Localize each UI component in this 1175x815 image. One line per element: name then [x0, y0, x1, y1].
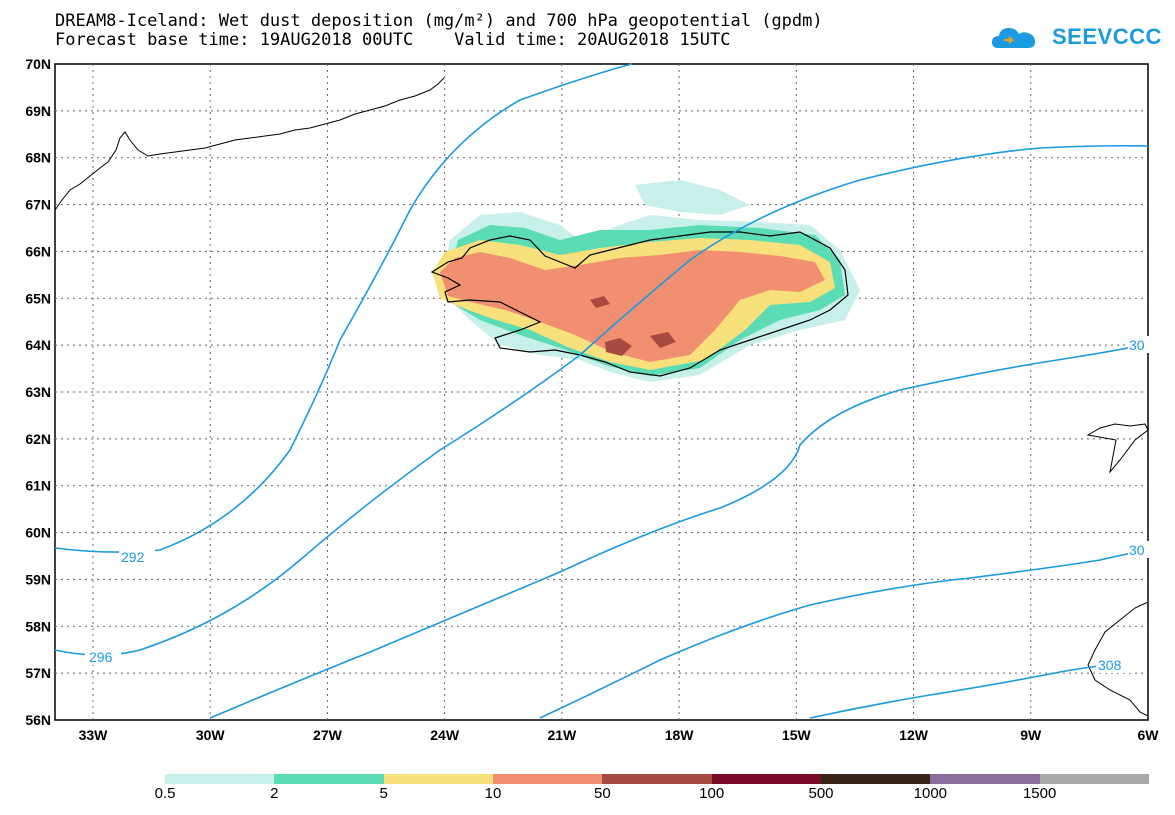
legend-tick-label: 1500	[1022, 785, 1057, 802]
legend-color-bin	[383, 774, 494, 784]
legend-color-bin	[165, 774, 275, 784]
legend-tick-label: 100	[699, 785, 725, 802]
latitude-label: 68N	[25, 150, 51, 166]
latitude-label: 58N	[25, 618, 51, 634]
faroe-coastline	[1086, 423, 1149, 474]
map-title: DREAM8-Iceland: Wet dust deposition (mg/…	[55, 11, 823, 31]
contour-line-296	[54, 144, 1149, 656]
map-subtitle: Forecast base time: 19AUG2018 00UTC Vali…	[55, 30, 731, 50]
longitude-label: 30W	[196, 727, 226, 743]
color-legend	[165, 774, 1150, 784]
latitude-label: 66N	[25, 243, 51, 259]
contour-label-296: 296	[89, 649, 113, 665]
latitude-label: 69N	[25, 103, 51, 119]
legend-color-bin	[274, 774, 385, 784]
scotland-coastline	[1087, 601, 1149, 717]
latitude-label: 59N	[25, 571, 51, 587]
contour-label-group: 292 296 30 30 308	[85, 336, 1150, 673]
legend-color-bin	[821, 774, 931, 784]
greenland-coastline	[54, 77, 445, 211]
geopotential-contours	[54, 63, 1149, 719]
legend-color-bin	[602, 774, 713, 784]
longitude-label: 12W	[899, 727, 929, 743]
contour-line-304	[539, 549, 1149, 719]
cloud-icon	[992, 28, 1035, 48]
longitude-label: 15W	[782, 727, 812, 743]
legend-color-bin	[930, 774, 1041, 784]
latitude-label: 67N	[25, 197, 51, 213]
legend-tick-label: 500	[808, 785, 834, 802]
longitude-label: 27W	[313, 727, 343, 743]
legend-tick-label: 10	[484, 785, 502, 802]
longitude-label: 18W	[665, 727, 695, 743]
legend-tick-label: 1000	[913, 785, 948, 802]
longitude-label: 21W	[547, 727, 577, 743]
contour-line-300	[209, 343, 1149, 719]
legend-tick-label: 50	[593, 785, 611, 802]
latitude-label: 61N	[25, 478, 51, 494]
latitude-label: 65N	[25, 290, 51, 306]
legend-tick-label: 2	[270, 785, 279, 802]
longitude-label: 24W	[430, 727, 460, 743]
latitude-label: 62N	[25, 431, 51, 447]
longitude-label: 33W	[79, 727, 109, 743]
iceland-coastline	[430, 231, 849, 377]
latitude-label: 64N	[25, 337, 51, 353]
latitude-label: 70N	[25, 56, 51, 72]
legend-color-bin	[711, 774, 822, 784]
latitude-labels: 70N 69N 68N 67N 66N 65N 64N 63N 62N 61N 60N 59N 58N 5…	[25, 56, 51, 728]
legend-tick-label: 5	[379, 785, 388, 802]
contour-label-292: 292	[121, 549, 145, 565]
legend-tick-label: 0.5	[154, 785, 176, 802]
longitude-labels: 33W 30W 27W 24W 21W 18W 15W 12W 9W 6W	[79, 727, 1160, 743]
logo-text: SEEVCCC	[1052, 24, 1162, 49]
dust-deposition-field	[432, 180, 860, 382]
longitude-label: 9W	[1020, 727, 1042, 743]
graticule	[55, 64, 1148, 720]
contour-label-300-east: 30	[1129, 337, 1145, 353]
legend-color-bin	[1039, 774, 1150, 784]
latitude-label: 63N	[25, 384, 51, 400]
contour-line-308	[809, 663, 1121, 719]
legend-color-bin	[493, 774, 603, 784]
latitude-label: 60N	[25, 525, 51, 541]
contour-label-304-east: 30	[1129, 542, 1145, 558]
latitude-label: 57N	[25, 665, 51, 681]
latitude-label: 56N	[25, 712, 51, 728]
contour-label-308: 308	[1098, 657, 1122, 673]
contour-line-292	[54, 63, 633, 553]
longitude-label: 6W	[1138, 727, 1160, 743]
